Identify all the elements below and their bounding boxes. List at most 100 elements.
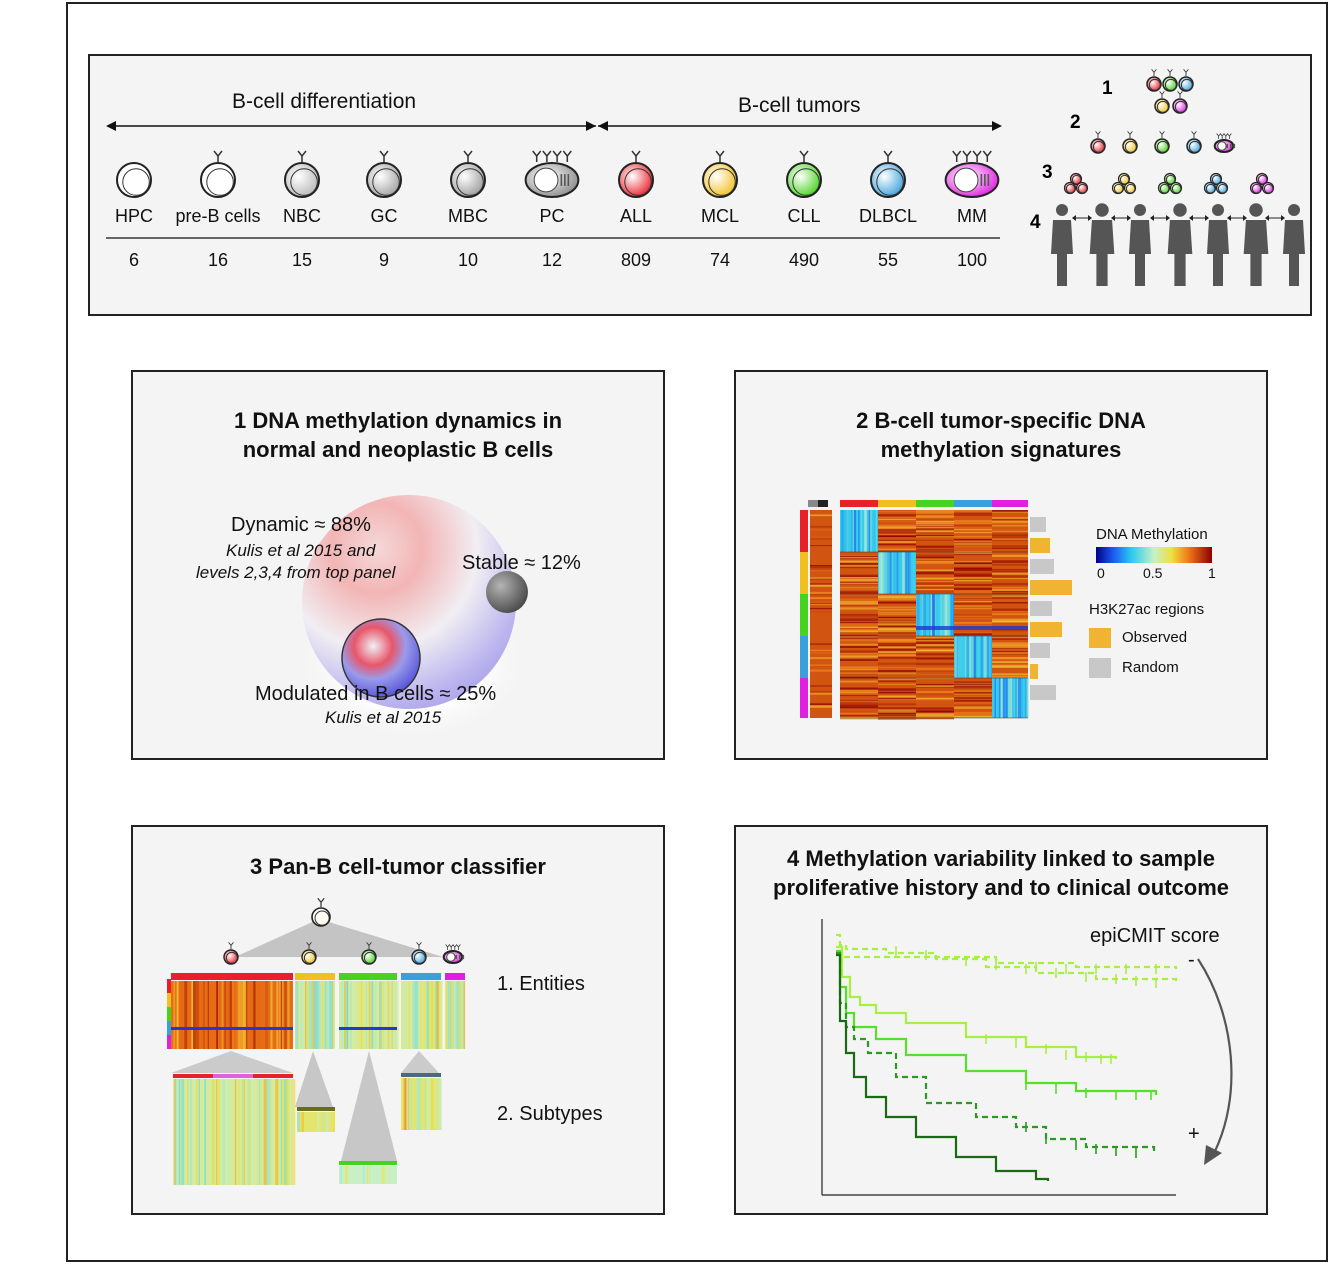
cell-count-10: 100 <box>956 250 988 270</box>
cell-icon <box>1075 181 1089 195</box>
h3k27ac-bar <box>1030 601 1052 616</box>
heatmap-block <box>173 1079 296 1185</box>
cell-icon <box>1261 181 1275 195</box>
heatmap-block <box>954 552 992 595</box>
cell-count-0: 6 <box>128 250 139 270</box>
level-illustration: 12 3 4 <box>1030 69 1305 286</box>
heatmap-block <box>297 1112 336 1132</box>
cell-count-4: 10 <box>457 250 479 270</box>
panel2-title-line1: 2 B-cell tumor-specific DNA <box>856 408 1146 433</box>
column-group-bar <box>954 500 992 507</box>
h3k27ac-bar <box>1030 622 1062 637</box>
panel1-title-line2: normal and neoplastic B cells <box>242 437 554 462</box>
entities-label: 1. Entities <box>497 973 585 995</box>
heatmap-block <box>401 1078 442 1130</box>
cell-icon-cll <box>786 150 822 198</box>
row-group-bar <box>800 552 808 594</box>
heatmap-block <box>916 510 954 554</box>
column-group-bar <box>840 500 878 507</box>
classifier-diagram <box>167 897 466 1185</box>
heatmap-block <box>916 636 954 679</box>
cell-icon <box>1186 131 1202 154</box>
random-swatch <box>1089 658 1111 678</box>
heatmap-block <box>339 981 399 1049</box>
cell-icon-pc <box>524 150 580 198</box>
cell-icon <box>1209 172 1223 186</box>
cell-icon-mcl <box>702 150 738 198</box>
dynamic-ref-2: levels 2,3,4 from top panel <box>196 563 396 582</box>
heatmap-block <box>954 678 992 718</box>
tick-0: 0 <box>1097 565 1105 581</box>
h3k27ac-bar <box>1030 685 1056 700</box>
cell-icon-pre-b-cells <box>200 150 236 198</box>
cell-name-7: MCL <box>700 206 739 226</box>
tick-0.5: 0.5 <box>1143 565 1163 581</box>
heatmap-block <box>992 594 1028 638</box>
cell-count-6: 809 <box>620 250 652 270</box>
h3k27ac-bar <box>1030 559 1054 574</box>
cell-icon-mbc <box>450 150 486 198</box>
cell-icon <box>311 897 331 927</box>
row-group-bar <box>800 636 808 678</box>
cell-name-5: PC <box>539 206 565 226</box>
survival-curve <box>836 949 1158 1095</box>
cell-icon <box>1169 181 1183 195</box>
heatmap-block <box>878 510 916 552</box>
heatmap-block <box>445 981 466 1049</box>
heatmap-block <box>954 636 994 678</box>
panel4-title-line2: proliferative history and to clinical ou… <box>773 875 1229 900</box>
panel-4: 4 Methylation variability linked to samp… <box>734 825 1268 1215</box>
column-group-bar <box>878 500 916 507</box>
cell-icon-nbc <box>284 150 320 198</box>
modulated-ref: Kulis et al 2015 <box>325 708 442 727</box>
cell-count-3: 9 <box>378 250 389 270</box>
subtypes-label: 2. Subtypes <box>497 1103 603 1125</box>
cell-name-1: pre-B cells <box>175 206 261 226</box>
cell-icon <box>411 942 427 965</box>
h3k27ac-bar <box>1030 517 1046 532</box>
cell-icon-mm <box>944 150 1000 198</box>
plus-sign: + <box>1188 1123 1200 1145</box>
survival-curve <box>836 933 1178 983</box>
cell-name-6: ALL <box>619 206 653 226</box>
level-1: 1 <box>1102 78 1113 99</box>
heatmap-block <box>992 552 1028 594</box>
cell-name-8: CLL <box>787 206 821 226</box>
diff-label: B-cell differentiation <box>232 90 417 113</box>
cell-icon-dlbcl <box>870 150 906 198</box>
panel4-title-line1: 4 Methylation variability linked to samp… <box>787 846 1215 871</box>
heatmap-block <box>840 636 878 679</box>
cell-icon <box>1111 181 1125 195</box>
level-2: 2 <box>1070 112 1081 133</box>
panel-3: 3 Pan-B cell-tumor classifier 1. Entitie… <box>131 825 665 1215</box>
heatmap-block <box>992 678 1029 718</box>
dynamic-label: Dynamic ≈ 88% <box>231 514 371 536</box>
cell-icons-row <box>116 150 1000 198</box>
heatmap-block <box>992 510 1028 553</box>
heatmap-block <box>840 510 880 552</box>
person-icon <box>1051 204 1073 286</box>
cell-icon <box>442 944 465 964</box>
h3k27ac-title: H3K27ac regions <box>1089 601 1205 618</box>
cell-icon <box>1255 172 1269 186</box>
signature-heatmap <box>800 500 1212 720</box>
cell-icon-all <box>618 150 654 198</box>
panel3-title: 3 Pan-B cell-tumor classifier <box>250 854 546 879</box>
h3k27ac-bar <box>1030 664 1038 679</box>
panel-1: 1 DNA methylation dynamics in normal and… <box>131 370 665 760</box>
cell-count-2: 15 <box>291 250 313 270</box>
heatmap-block <box>171 981 293 1049</box>
cell-icon <box>1123 181 1137 195</box>
epicmit-label: epiCMIT score <box>1090 925 1220 947</box>
tick-1: 1 <box>1208 565 1216 581</box>
heatmap-block <box>810 510 832 718</box>
row-group-bar <box>800 594 808 636</box>
cell-name-10: MM <box>957 206 987 226</box>
cell-icon <box>1213 133 1236 153</box>
cell-icon <box>1069 172 1083 186</box>
heatmap-block <box>954 594 992 638</box>
dynamic-ref-1: Kulis et al 2015 and <box>226 541 376 560</box>
panel1-title-line1: 1 DNA methylation dynamics in <box>233 408 563 433</box>
heatmap-block <box>878 678 916 720</box>
person-icon <box>1089 203 1115 286</box>
